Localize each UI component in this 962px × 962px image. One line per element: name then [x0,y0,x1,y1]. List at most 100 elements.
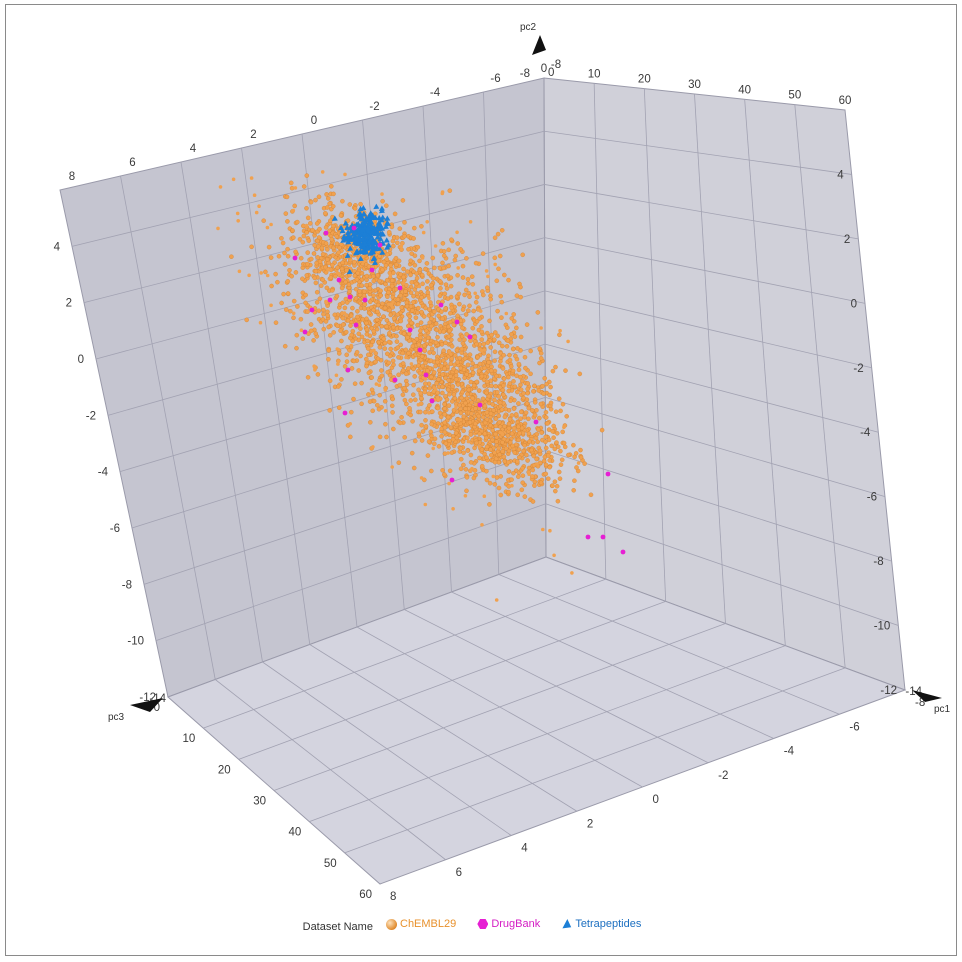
chembl29-point [429,421,434,427]
drugbank-point [377,242,383,248]
chembl29-point [291,298,297,304]
chembl29-point [330,262,335,268]
legend-item-tetrapeptides[interactable]: Tetrapeptides [561,918,641,930]
chembl29-point [529,447,534,453]
gridline [422,105,452,593]
chembl29-point [340,322,346,327]
pc2-tick-label: -10 [874,621,891,633]
chembl29-point [399,244,404,248]
chembl29-point [544,381,549,387]
chembl29-point [457,402,462,408]
chembl29-point [541,458,547,464]
chembl29-point [425,290,431,295]
chembl29-point [340,315,346,321]
chembl29-point [426,391,432,396]
pc3-tick-label: 0 [154,702,160,714]
chembl29-point [575,468,581,474]
chembl29-point [524,401,530,406]
gridline [180,161,263,663]
chembl29-point [578,447,583,453]
chembl29-point [401,331,407,336]
chembl29-point [312,275,317,281]
legend-item-drugbank[interactable]: DrugBank [477,918,540,930]
chembl29-point [505,325,510,330]
chembl29-point [308,328,314,334]
chembl29-point [440,468,445,473]
pc2-tick-label: -10 [127,636,144,648]
chembl29-point [521,395,526,401]
chembl29-point [516,455,522,460]
chembl29-point [573,451,579,456]
chembl29-point [383,263,389,268]
chembl29-point [409,450,415,456]
pc3-tick-label: 10 [183,733,196,745]
drugbank-point [342,410,348,416]
chembl29-point [387,373,393,378]
chembl29-point [397,226,403,231]
chembl29-point [404,401,409,407]
chembl29-point [348,323,353,328]
chembl29-point [235,211,240,216]
chembl29-point [455,313,460,319]
chembl29-point [367,399,373,404]
chembl29-point [538,351,544,356]
chembl29-point [337,245,342,251]
chembl29-point [388,312,393,318]
chembl29-point [449,305,454,311]
corner-tick-label: 0 [548,67,554,79]
chembl29-point [276,253,282,259]
chembl29-point [548,400,554,406]
chembl29-point [388,263,393,268]
chembl29-point [477,455,482,461]
chembl29-point [536,388,541,393]
chembl29-point [292,203,297,209]
tetrapeptide-point [361,231,368,237]
chembl29-point [381,314,386,319]
chembl29-point [525,390,530,396]
chembl29-point [498,359,503,364]
chembl29-point [484,444,490,450]
chembl29-point [364,316,369,322]
chembl29-point [451,421,456,426]
chembl29-point [372,348,376,353]
chembl29-point [351,358,357,364]
chembl29-point [347,289,352,294]
chembl29-point [323,241,329,246]
chembl29-point [472,468,478,473]
chembl29-point [431,446,436,451]
chembl29-point [497,419,502,425]
chembl29-point [433,363,438,369]
tetrapeptide-point [353,234,360,241]
chembl29-point [535,462,539,466]
chembl29-point [470,370,476,376]
chembl29-point [466,387,472,393]
chembl29-point [404,382,410,387]
chembl29-point [469,366,475,371]
chembl29-point [447,350,452,354]
legend-label-drugbank: DrugBank [491,918,541,930]
tetrapeptide-point [347,245,354,251]
chembl29-point [500,343,505,349]
chembl29-point [442,425,448,430]
chembl29-point [428,316,434,321]
chembl29-point [479,447,485,452]
chembl29-point [281,291,286,297]
chembl29-point [323,225,329,230]
chembl29-point [317,296,323,301]
pc3-tick-label: 50 [324,858,337,870]
legend-item-chembl29[interactable]: ChEMBL29 [386,918,456,930]
chembl29-point [554,440,559,445]
chembl29-point [511,379,516,384]
chembl29-point [421,314,427,319]
chembl29-point [323,264,328,270]
chembl29-point [355,314,360,320]
chembl29-point [365,338,370,344]
chembl29-point [508,398,513,403]
drugbank-point [429,398,435,404]
chembl29-point [376,258,381,264]
chembl29-point [414,281,419,287]
chembl29-point [408,290,414,295]
chembl29-point [391,270,396,276]
chembl29-point [519,487,525,493]
